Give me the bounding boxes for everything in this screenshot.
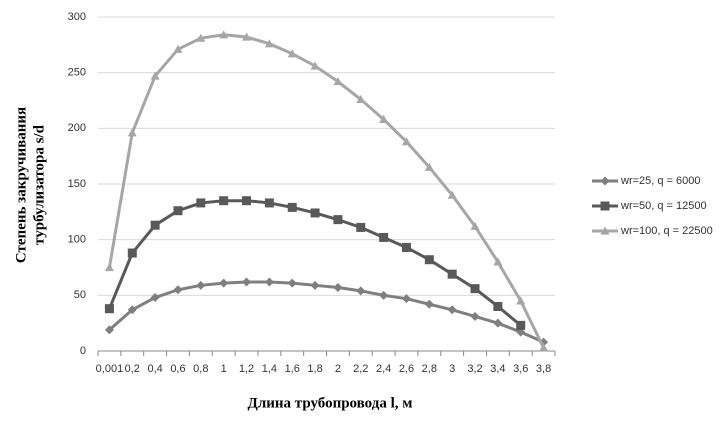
marker [242,277,252,287]
y-tick-label: 50 [74,289,86,301]
marker [401,242,411,252]
marker [264,39,274,48]
marker [264,198,274,208]
marker [470,284,480,294]
x-tick-label: 3,8 [536,363,551,375]
legend-label: wr=100, q = 22500 [620,225,713,237]
marker [447,305,457,315]
marker [600,226,610,235]
marker [196,33,206,42]
x-tick-label: 0,8 [193,363,208,375]
marker [356,94,366,103]
marker [150,293,160,303]
marker [379,114,389,124]
legend-label: wr=25, q = 6000 [620,175,701,187]
y-tick-label: 200 [68,122,86,134]
marker [333,215,343,225]
y-tick-label: 250 [68,67,86,79]
marker [493,318,503,328]
marker [379,290,389,300]
marker [219,30,229,39]
marker [333,77,343,86]
marker [424,299,434,309]
x-tick-label: 0,6 [170,363,185,375]
marker [447,190,457,199]
marker [242,32,252,41]
marker [356,286,366,296]
marker [127,128,137,137]
x-tick-label: 1,4 [262,363,277,375]
series-line [107,33,545,349]
marker [356,222,366,232]
marker [173,206,183,216]
marker [379,232,389,242]
x-tick-label: 1,6 [285,363,300,375]
marker [600,176,610,186]
marker [264,277,274,287]
y-tick-label: 150 [68,178,86,190]
series-line [108,199,522,327]
marker [127,248,137,258]
marker [219,196,229,206]
marker [196,198,206,208]
y-axis-title-line: Степень закручивания [13,107,29,263]
marker [401,137,411,146]
legend-label: wr=50, q = 12500 [620,200,707,212]
marker [493,257,503,266]
marker [127,305,137,315]
marker [470,221,480,230]
x-tick-label: 3 [449,363,455,375]
marker [310,280,320,290]
marker [401,294,411,304]
marker [470,311,480,321]
marker [219,278,229,288]
marker [493,301,503,311]
x-tick-label: 0,001 [96,363,124,375]
x-tick-label: 3,4 [490,363,505,375]
x-tick-label: 2,4 [376,363,391,375]
marker [333,283,343,293]
marker [104,325,114,335]
marker [600,201,610,211]
y-tick-label: 300 [68,11,86,23]
y-axis-title: Степень закручивания турбулизатора s/d [13,107,47,263]
marker [516,320,526,330]
x-tick-label: 2 [335,363,341,375]
marker [150,220,160,230]
x-tick-label: 1,8 [307,363,322,375]
x-tick-label: 2,8 [422,363,437,375]
marker [150,71,160,80]
x-tick-label: 2,6 [399,363,414,375]
marker [242,196,252,206]
marker [173,44,183,53]
x-tick-label: 3,2 [467,363,482,375]
marker [287,49,297,58]
marker [516,296,526,305]
series-line [108,280,545,344]
marker [173,285,183,295]
x-axis-title: Длина трубопровода l, м [248,395,413,411]
x-tick-label: 1,2 [239,363,254,375]
marker [310,208,320,218]
marker [104,304,114,314]
marker [539,343,549,352]
y-tick-label: 0 [80,345,86,357]
marker [447,269,457,279]
marker [424,162,434,171]
y-axis-title-line: турбулизатора s/d [31,124,47,245]
marker [287,202,297,212]
x-tick-label: 0,4 [147,363,162,375]
x-tick-label: 3,6 [513,363,528,375]
marker [196,280,206,290]
marker [104,263,114,272]
marker [287,278,297,288]
x-tick-label: 2,2 [353,363,368,375]
x-tick-label: 1 [221,363,227,375]
y-tick-label: 100 [68,234,86,246]
marker [310,61,320,70]
x-tick-label: 0,2 [125,363,140,375]
marker [424,255,434,265]
